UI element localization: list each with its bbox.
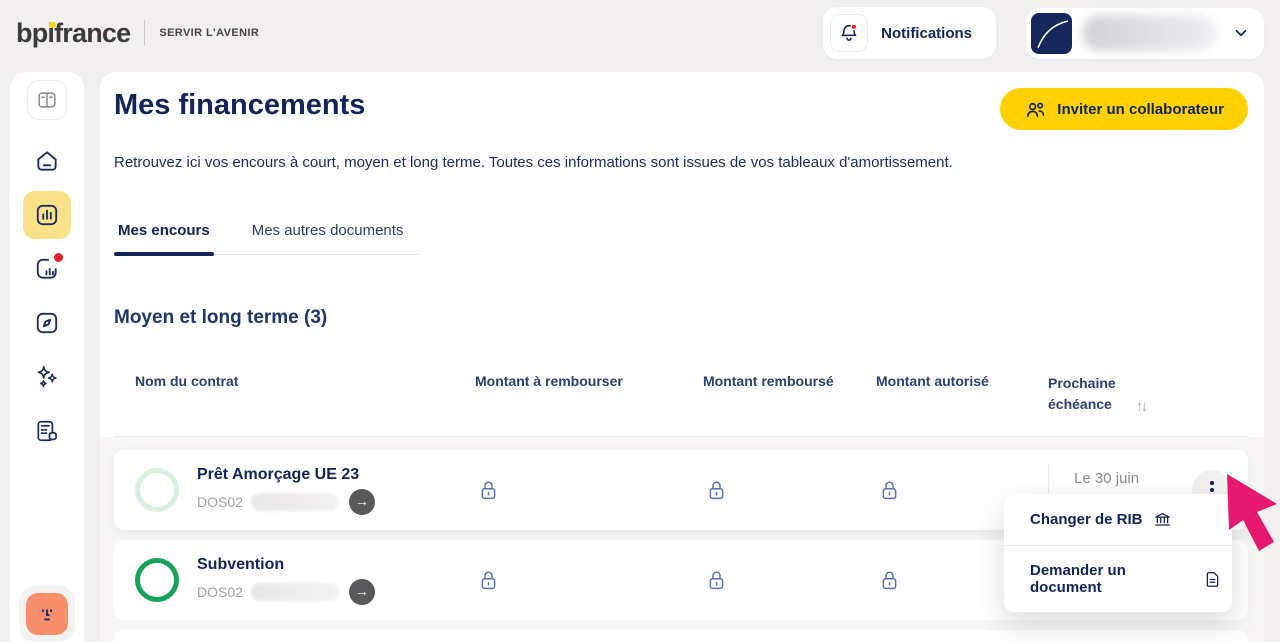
chatbot-halo [19, 586, 75, 642]
locked-amount-cell [876, 479, 1048, 502]
contract-ref: DOS02 [197, 493, 243, 510]
locked-amount-cell [703, 569, 876, 592]
sparkles-icon [34, 364, 60, 390]
group-icon [1024, 98, 1047, 121]
lock-icon [706, 569, 727, 592]
notification-dot [54, 253, 63, 262]
logo-yellow-dot-icon [49, 21, 56, 28]
progress-ring-icon [135, 468, 179, 513]
row-context-menu: Changer de RIB Demander un document [1004, 494, 1232, 612]
sidebar-item-financements[interactable] [23, 191, 71, 239]
bank-icon [1153, 510, 1172, 529]
contract-name: Subvention [197, 555, 285, 573]
locked-amount-cell [703, 479, 876, 502]
col-montant-a-rembourser: Montant à rembourser [475, 372, 623, 389]
section-title: Moyen et long terme (3) [114, 306, 328, 328]
invite-collaborator-button[interactable]: Inviter un collaborateur [1000, 88, 1248, 130]
calculator-icon [34, 418, 60, 444]
menu-item-demander-un-document[interactable]: Demander un document [1004, 545, 1232, 612]
activity-chart-icon [34, 256, 60, 282]
document-icon [1203, 570, 1222, 589]
panel-toggle-icon[interactable] [27, 80, 67, 120]
lock-icon [478, 569, 499, 592]
col-prochaine-echeance: Prochaine échéance ↑↓ [1048, 374, 1148, 416]
table-row: Subvention DOS02 → [114, 630, 1248, 642]
page-description: Retrouvez ici vos encours à court, moyen… [114, 153, 953, 171]
sidebar-item-activity[interactable] [23, 245, 71, 293]
sidebar-item-home[interactable] [23, 137, 71, 185]
sidebar-nav [23, 137, 71, 455]
account-name-redacted [1082, 15, 1216, 51]
lock-icon [879, 479, 900, 502]
tab-mes-encours[interactable]: Mes encours [114, 222, 214, 256]
account-menu[interactable] [1026, 7, 1264, 59]
sidebar-item-explore[interactable] [23, 299, 71, 347]
locked-amount-cell [876, 569, 1048, 592]
contract-name: Prêt Amorçage UE 23 [197, 465, 360, 483]
bpifrance-logo[interactable]: bpifrance SERVIR L'AVENIR [16, 18, 259, 49]
notifications-button[interactable]: Notifications [823, 7, 996, 59]
lock-icon [879, 569, 900, 592]
contract-cell: Prêt Amorçage UE 23 DOS02 → [135, 466, 475, 515]
logo-tagline: SERVIR L'AVENIR [159, 27, 260, 39]
chevron-down-icon [1232, 24, 1250, 42]
table-header: Nom du contrat Montant à rembourser Mont… [114, 345, 1248, 438]
sort-icon[interactable]: ↑↓ [1136, 398, 1148, 416]
invite-collaborator-label: Inviter un collaborateur [1057, 100, 1224, 118]
lock-icon [706, 479, 727, 502]
top-header: bpifrance SERVIR L'AVENIR Notifications [0, 0, 1280, 66]
locked-amount-cell [475, 479, 703, 502]
col-montant-rembourse: Montant remboursé [703, 372, 834, 389]
sidebar-item-assistant[interactable] [23, 353, 71, 401]
chatbot-face-icon[interactable] [26, 593, 68, 635]
tab-bar: Mes encours Mes autres documents [114, 222, 420, 256]
bar-chart-icon [34, 202, 60, 228]
home-icon [34, 148, 60, 174]
logo-wordmark: bpifrance [16, 17, 131, 48]
tab-mes-autres-documents[interactable]: Mes autres documents [248, 222, 420, 254]
notifications-label: Notifications [881, 24, 972, 42]
company-avatar [1031, 12, 1072, 54]
page-title: Mes financements [114, 89, 366, 121]
open-contract-button[interactable]: → [348, 488, 375, 515]
col-nom-du-contrat: Nom du contrat [135, 372, 239, 389]
contract-cell: Subvention DOS02 → [135, 556, 475, 605]
compass-icon [34, 310, 60, 336]
logo-divider [144, 20, 146, 46]
menu-item-changer-de-rib[interactable]: Changer de RIB [1004, 494, 1232, 545]
sidebar-item-simulators[interactable] [23, 407, 71, 455]
redacted-ref [250, 492, 339, 511]
redacted-ref [250, 582, 339, 601]
locked-amount-cell [475, 569, 703, 592]
progress-ring-icon [135, 558, 179, 603]
bell-icon [830, 14, 869, 52]
contract-ref: DOS02 [197, 583, 243, 600]
col-montant-autorise: Montant autorisé [876, 372, 989, 389]
sidebar [10, 72, 84, 642]
lock-icon [478, 479, 499, 502]
open-contract-button[interactable]: → [348, 578, 375, 605]
